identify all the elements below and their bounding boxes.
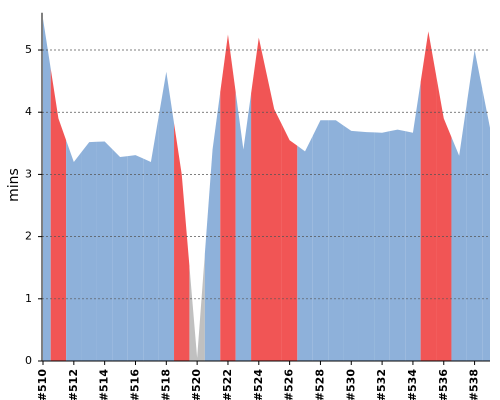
area-segment xyxy=(389,129,406,361)
area-segment xyxy=(436,74,452,362)
y-axis-label: mins xyxy=(6,168,22,202)
area-segment xyxy=(204,92,221,361)
area-segment xyxy=(374,131,390,361)
x-tick-label: #526 xyxy=(283,369,296,400)
area-segment xyxy=(405,82,421,362)
area-segment xyxy=(266,73,282,361)
area-segment xyxy=(251,37,267,361)
area-segment xyxy=(143,116,159,361)
x-tick-label: #518 xyxy=(159,369,172,400)
x-tick-label: #528 xyxy=(313,369,326,400)
area-segment xyxy=(96,141,113,361)
area-segment xyxy=(127,155,144,361)
area-segment xyxy=(420,31,437,362)
x-tick-label: #538 xyxy=(468,369,481,400)
x-tick-label: #522 xyxy=(221,369,234,400)
area-segment xyxy=(328,120,344,361)
area-segment xyxy=(466,50,483,362)
area-segment xyxy=(66,140,82,361)
area-segment xyxy=(112,149,128,361)
area-segment xyxy=(451,102,467,361)
y-tick-label: 0 xyxy=(25,354,32,367)
x-tick-label: #520 xyxy=(190,369,203,400)
area-segment xyxy=(50,68,67,361)
area-segment xyxy=(220,34,236,361)
x-tick-label: #534 xyxy=(406,369,419,400)
x-tick-label: #532 xyxy=(375,369,388,400)
x-tick-label: #530 xyxy=(344,369,357,400)
area-segment xyxy=(358,131,375,361)
area-segment xyxy=(482,88,490,361)
y-tick-label: 1 xyxy=(25,292,32,305)
y-tick-label: 3 xyxy=(25,167,32,180)
x-tick-label: #510 xyxy=(36,369,49,400)
x-tick-label: #516 xyxy=(128,369,141,400)
y-tick-label: 2 xyxy=(25,230,32,243)
area-segment xyxy=(297,135,313,361)
area-segment xyxy=(281,124,298,362)
x-tick-label: #514 xyxy=(98,369,111,400)
x-tick-label: #512 xyxy=(67,369,80,400)
area-segment xyxy=(174,123,190,361)
area-segment xyxy=(343,125,359,361)
y-tick-label: 4 xyxy=(25,105,32,118)
area-segment xyxy=(235,92,252,361)
x-tick-label: #524 xyxy=(252,369,265,400)
area-segment xyxy=(312,120,329,361)
x-tick-label: #536 xyxy=(437,369,450,400)
y-tick-label: 5 xyxy=(25,43,32,56)
area-segment xyxy=(43,18,51,361)
area-segment xyxy=(189,253,205,361)
area-segment xyxy=(158,71,175,361)
area-segment xyxy=(81,141,97,361)
